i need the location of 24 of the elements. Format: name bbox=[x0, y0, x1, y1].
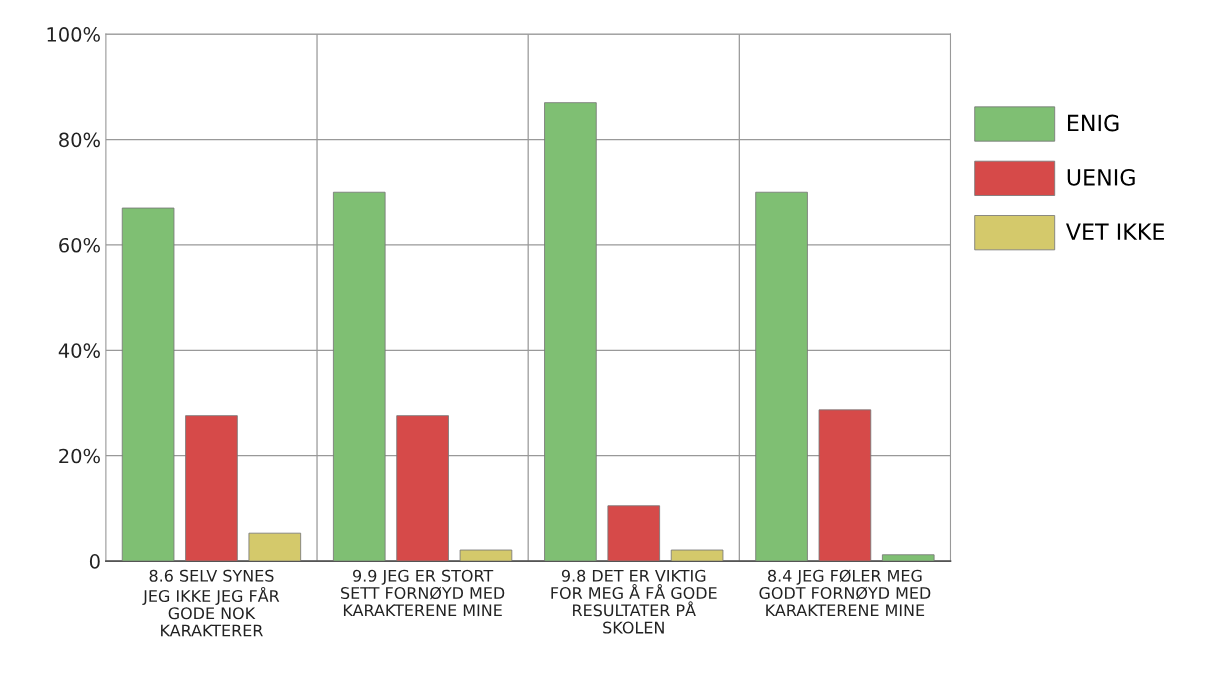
bar bbox=[607, 505, 661, 562]
x-tick-label: 8.6 SELV SYNES JEG IKKE JEG FÅR GODE NOK KARAKTERER bbox=[142, 569, 280, 637]
bar bbox=[755, 191, 808, 562]
bar bbox=[396, 415, 449, 562]
y-tick-label: 0 bbox=[89, 554, 100, 569]
x-tick-label: 9.9 JEG ER STORT SETT FORNØYD MED KARAKTERENE MINE bbox=[341, 569, 505, 617]
bar bbox=[544, 102, 597, 562]
bar bbox=[459, 549, 513, 562]
x-tick-label: 9.8 DET ER VIKTIG FOR MEG Å FÅ GODE RESULTATER PÅ SKOLEN bbox=[551, 569, 717, 634]
bar bbox=[332, 191, 386, 562]
bar bbox=[121, 207, 175, 562]
y-tick-label: 80% bbox=[59, 132, 100, 148]
y-tick-label: 60% bbox=[59, 237, 100, 253]
bar bbox=[670, 549, 724, 562]
x-tick-label: 8.4 JEG FØLER MEG GODT FORNØYD MED KARAKTERENE MINE bbox=[759, 569, 931, 617]
legend-label: ENIG bbox=[1067, 114, 1119, 132]
bar bbox=[185, 415, 238, 562]
y-tick-label: 40% bbox=[58, 343, 100, 358]
bar bbox=[818, 409, 872, 562]
bar bbox=[248, 532, 302, 562]
legend-label: UENIG bbox=[1067, 168, 1135, 186]
y-tick-label: 100% bbox=[47, 27, 100, 42]
legend-label: VET IKKE bbox=[1065, 223, 1165, 240]
y-tick-label: 20% bbox=[59, 448, 100, 464]
